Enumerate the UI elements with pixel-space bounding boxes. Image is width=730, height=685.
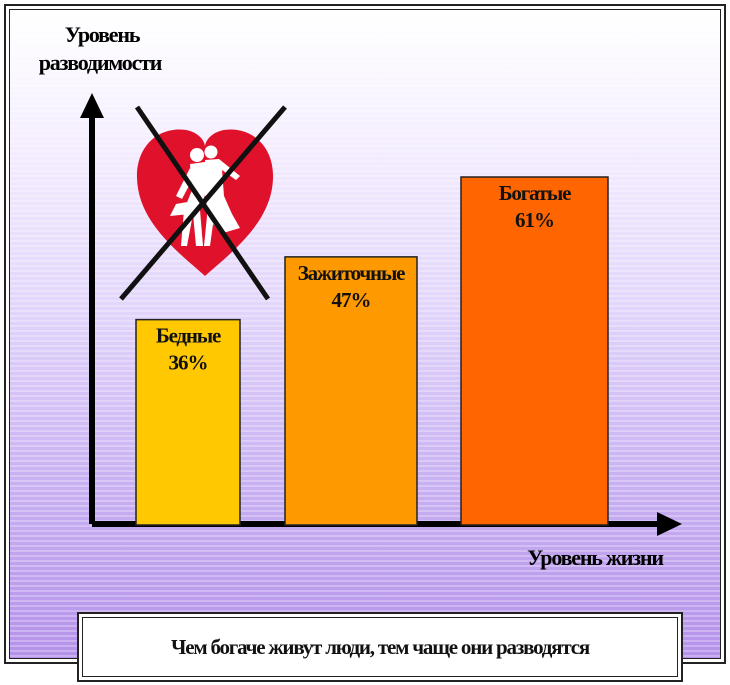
y-axis-label-line-2: разводимости [39, 50, 163, 75]
bar-category-label-1: Бедные [156, 324, 221, 348]
y-axis-arrow-icon [80, 93, 104, 118]
x-axis-arrow-icon [657, 512, 682, 536]
caption-text: Чем богаче живут люди, тем чаще они разв… [82, 617, 678, 677]
x-axis-label: Уровень жизни [527, 545, 664, 570]
bars-group: Бедные 36% Зажиточные 47% Богатые 61% [135, 176, 609, 526]
y-axis-label-line-1: Уровень [65, 22, 141, 47]
dancing-couple-icon [170, 145, 240, 246]
bar-2 [284, 256, 418, 526]
bar-category-label-2: Зажиточные [298, 261, 405, 285]
bar-value-label-1: 36% [169, 351, 208, 375]
caption-box: Чем богаче живут люди, тем чаще они разв… [77, 612, 683, 682]
bar-1 [135, 318, 241, 526]
bar-category-label-3: Богатые [499, 181, 571, 205]
crossed-out-heart-icon [119, 105, 287, 301]
bar-3 [460, 176, 609, 526]
bar-value-label-3: 61% [515, 208, 554, 232]
cross-line-2 [119, 105, 287, 301]
bar-value-label-2: 47% [332, 288, 371, 312]
